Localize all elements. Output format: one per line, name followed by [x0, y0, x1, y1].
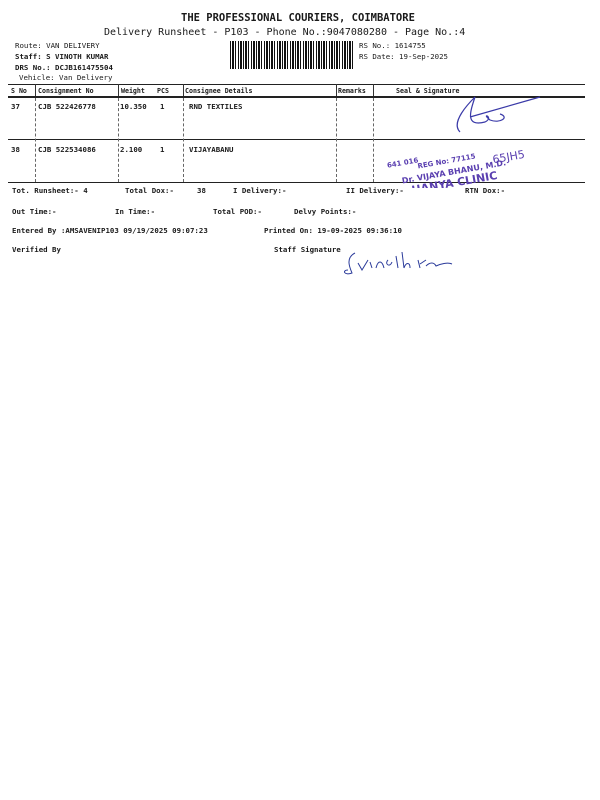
column-header-seal: Seal & Signature	[396, 87, 460, 95]
consignment-no: CJB 522534086	[38, 145, 96, 154]
consignment-no: CJB 522426778	[38, 102, 96, 111]
consignee: VIJAYABANU	[189, 145, 234, 154]
total-dox-label: Total Dox:-	[125, 186, 174, 195]
divider	[8, 139, 585, 140]
rs-date: RS Date: 19-Sep-2025	[359, 52, 448, 61]
drs-no: DRS No.: DCJB161475504	[15, 63, 113, 72]
recipient-signature	[456, 96, 541, 133]
vehicle: Vehicle: Van Delivery	[19, 73, 113, 82]
weight: 2.100	[120, 145, 143, 154]
out-time: Out Time:-	[12, 207, 57, 216]
ii-delivery: II Delivery:-	[346, 186, 404, 195]
entered-by: Entered By :AMSAVENIP103 09/19/2025 09:0…	[12, 226, 208, 235]
clinic-stamp: HANYA CLINIC Dr. VIJAYA BHANU, M.D. REG …	[386, 148, 526, 188]
i-delivery: I Delivery:-	[233, 186, 287, 195]
svg-text:641 016: 641 016	[386, 156, 419, 169]
delvy-points: Delvy Points:-	[294, 207, 357, 216]
staff-signature-label: Staff Signature	[274, 245, 341, 254]
divider	[8, 84, 585, 85]
divider	[8, 96, 585, 98]
in-time: In Time:-	[115, 207, 156, 216]
staff-signature	[344, 251, 453, 275]
pcs: 1	[160, 102, 165, 111]
divider	[8, 182, 585, 183]
sno: 38	[11, 145, 20, 154]
rtn-dox: RTN Dox:-	[465, 186, 506, 195]
document-subtitle: Delivery Runsheet - P103 - Phone No.:904…	[104, 27, 466, 38]
column-header-weight: Weight	[121, 87, 145, 95]
staff: Staff: S VINOTH KUMAR	[15, 52, 109, 61]
weight: 10.350	[120, 102, 147, 111]
sno: 37	[11, 102, 20, 111]
pcs: 1	[160, 145, 165, 154]
route: Route: VAN DELIVERY	[15, 41, 100, 50]
tot-runsheet: Tot. Runsheet:- 4	[12, 186, 88, 195]
verified-by: Verified By	[12, 245, 61, 254]
rs-no: RS No.: 1614755	[359, 41, 426, 50]
document-title: THE PROFESSIONAL COURIERS, COIMBATORE	[181, 12, 415, 24]
consignee: RND TEXTILES	[189, 102, 243, 111]
column-header-sno: S No	[11, 87, 27, 95]
barcode	[230, 41, 355, 69]
column-header-pcs: PCS	[157, 87, 169, 95]
column-header-remarks: Remarks	[338, 87, 366, 95]
total-pod: Total POD:-	[213, 207, 262, 216]
column-header-consignment: Consignment No	[38, 87, 94, 95]
total-dox-value: 38	[197, 186, 206, 195]
svg-text:65JH5: 65JH5	[492, 148, 526, 166]
column-header-consignee: Consignee Details	[185, 87, 253, 95]
printed-on: Printed On: 19-09-2025 09:36:10	[264, 226, 402, 235]
